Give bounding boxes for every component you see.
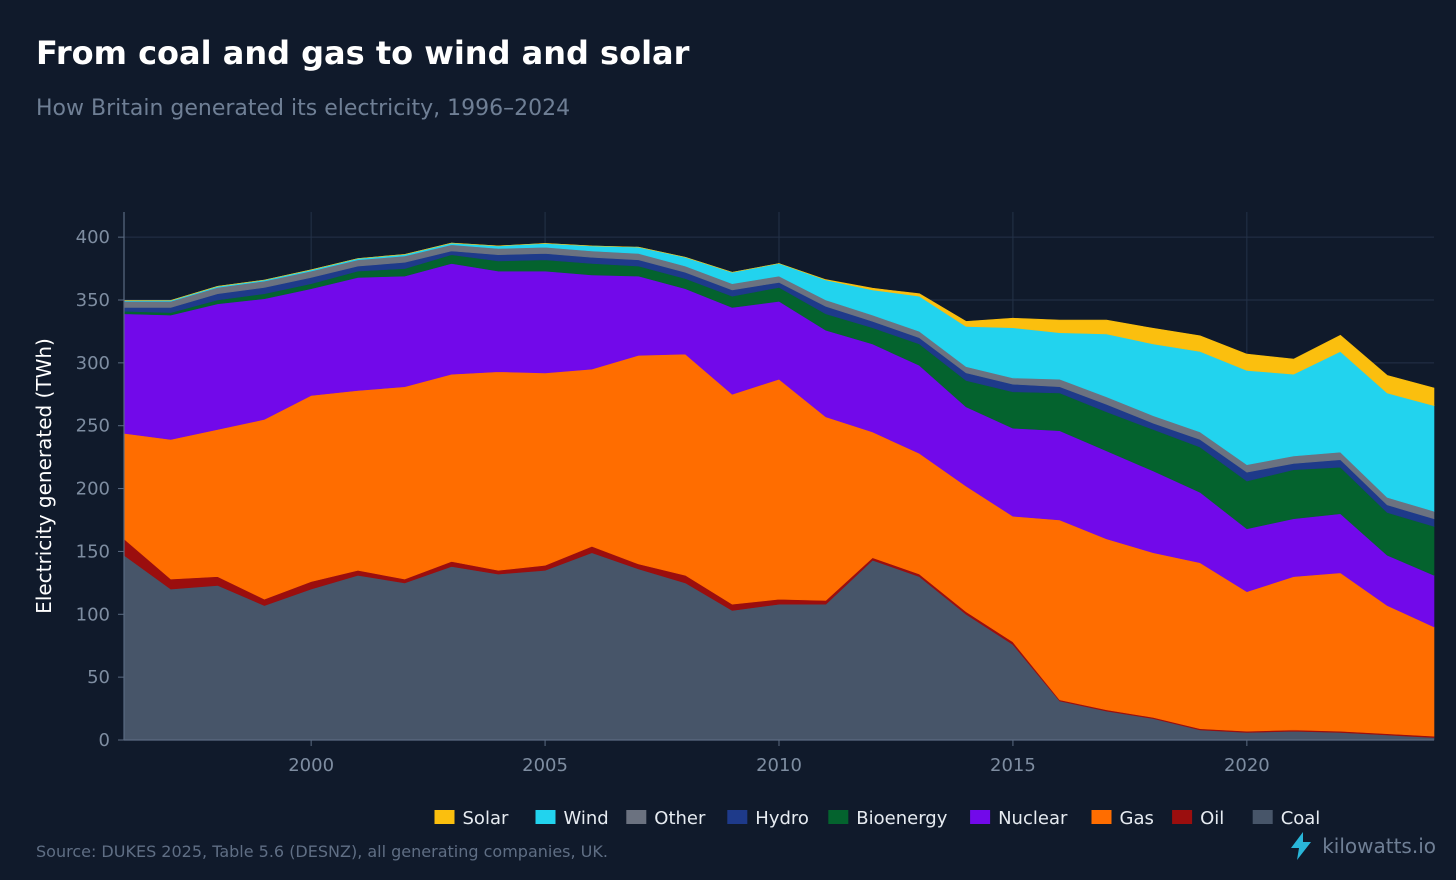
legend-item-coal: Coal — [1252, 808, 1321, 829]
source-note: Source: DUKES 2025, Table 5.6 (DESNZ), a… — [36, 842, 608, 861]
x-tick-label: 2010 — [756, 755, 802, 776]
chart-subtitle: How Britain generated its electricity, 1… — [36, 96, 571, 121]
legend-swatch — [828, 810, 849, 824]
stacked-areas — [123, 242, 1435, 741]
y-tick-label: 350 — [76, 290, 110, 311]
y-tick-label: 100 — [76, 604, 110, 625]
brand[interactable]: kilowatts.io — [1290, 832, 1436, 860]
chart-title: From coal and gas to wind and solar — [36, 34, 690, 72]
legend-swatch — [626, 810, 647, 824]
legend-item-bioenergy: Bioenergy — [828, 808, 948, 829]
legend-label: Hydro — [755, 808, 809, 829]
legend-swatch — [1252, 810, 1273, 824]
legend-swatch — [727, 810, 748, 824]
legend-swatch — [434, 810, 455, 824]
y-tick-label: 250 — [76, 416, 110, 437]
legend-label: Solar — [463, 808, 509, 829]
y-tick-label: 400 — [76, 227, 110, 248]
legend-swatch — [1172, 810, 1193, 824]
legend-item-wind: Wind — [535, 808, 609, 829]
y-tick-label: 200 — [76, 479, 110, 500]
x-tick-label: 2005 — [522, 755, 568, 776]
legend-label: Nuclear — [998, 808, 1068, 829]
legend-label: Wind — [564, 808, 609, 829]
y-axis-label: Electricity generated (TWh) — [32, 338, 56, 614]
legend-label: Gas — [1120, 808, 1154, 829]
legend-item-oil: Oil — [1172, 808, 1224, 829]
y-tick-label: 50 — [87, 667, 110, 688]
legend-item-other: Other — [626, 808, 706, 829]
legend-label: Other — [654, 808, 706, 829]
y-tick-label: 0 — [99, 730, 110, 751]
legend-item-nuclear: Nuclear — [970, 808, 1068, 829]
y-tick-label: 150 — [76, 541, 110, 562]
legend-item-solar: Solar — [434, 808, 509, 829]
brand-name: kilowatts.io — [1322, 834, 1436, 858]
x-tick-label: 2000 — [288, 755, 334, 776]
legend-label: Coal — [1281, 808, 1321, 829]
legend-swatch — [1091, 810, 1112, 824]
axes: 0 50 100 150 200 250 300 350 400 2000 2005 2010 2015… — [76, 212, 1434, 776]
area-solar — [123, 242, 1435, 406]
x-tick-label: 2015 — [990, 755, 1036, 776]
legend-swatch — [970, 810, 991, 824]
legend: Solar Wind Other Hydro Bioenergy Nuclear Gas Oi… — [434, 808, 1321, 829]
legend-label: Bioenergy — [856, 808, 947, 829]
x-tick-label: 2020 — [1224, 755, 1270, 776]
lightning-bolt-icon — [1291, 832, 1312, 860]
legend-label: Oil — [1200, 808, 1224, 829]
y-tick-label: 300 — [76, 353, 110, 374]
legend-item-hydro: Hydro — [727, 808, 809, 829]
legend-swatch — [535, 810, 556, 824]
legend-item-gas: Gas — [1091, 808, 1154, 829]
